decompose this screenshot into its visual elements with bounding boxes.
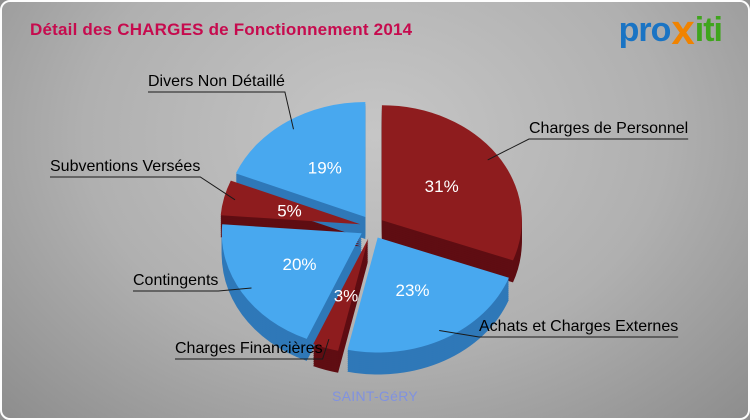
slice-percent-label: 5% — [277, 201, 302, 220]
slice-percent-label: 23% — [395, 281, 429, 300]
logo-pro-text: pro — [618, 11, 672, 49]
logo-iti-text: iti — [694, 11, 723, 49]
pie-slice-2 — [313, 238, 369, 351]
callout-line-4 — [50, 176, 236, 201]
pie-slice-1 — [347, 237, 509, 353]
callout-line-2 — [175, 338, 330, 360]
callout-label-subventions-versees: Subventions Versées — [50, 158, 201, 175]
pie-slice-3 — [221, 224, 362, 339]
page-title: Détail des CHARGES de Fonctionnement 201… — [30, 20, 413, 39]
pie-slice-0 — [381, 105, 522, 261]
callout-line-3 — [133, 287, 252, 292]
slice-percent-label: 19% — [308, 158, 342, 177]
callout-label-charges-financieres: Charges Financières — [175, 340, 323, 357]
pie-slice-tops — [220, 102, 522, 353]
callout-label-achats-et-charges-externes: Achats et Charges Externes — [479, 318, 679, 335]
slice-percent-label: 31% — [425, 177, 459, 196]
callout-line-1 — [439, 330, 679, 338]
pie-slice-4 — [220, 180, 361, 225]
callout-label-contingents: Contingents — [133, 272, 219, 289]
slice-percent-label: 20% — [282, 255, 316, 274]
callout-line-5 — [148, 91, 294, 130]
callout-lines — [50, 91, 689, 360]
callout-label-divers-non-detaille: Divers Non Détaillé — [148, 73, 285, 90]
callout-label-charges-de-personnel: Charges de Personnel — [529, 120, 689, 137]
slice-percent-label: 3% — [334, 286, 359, 305]
logo-x-icon: x — [671, 6, 694, 53]
callout-line-0 — [487, 138, 689, 161]
proxiti-logo[interactable]: proxiti — [618, 6, 723, 54]
pie-slice-5 — [235, 102, 366, 217]
commune-name: SAINT-GéRY — [332, 388, 418, 404]
